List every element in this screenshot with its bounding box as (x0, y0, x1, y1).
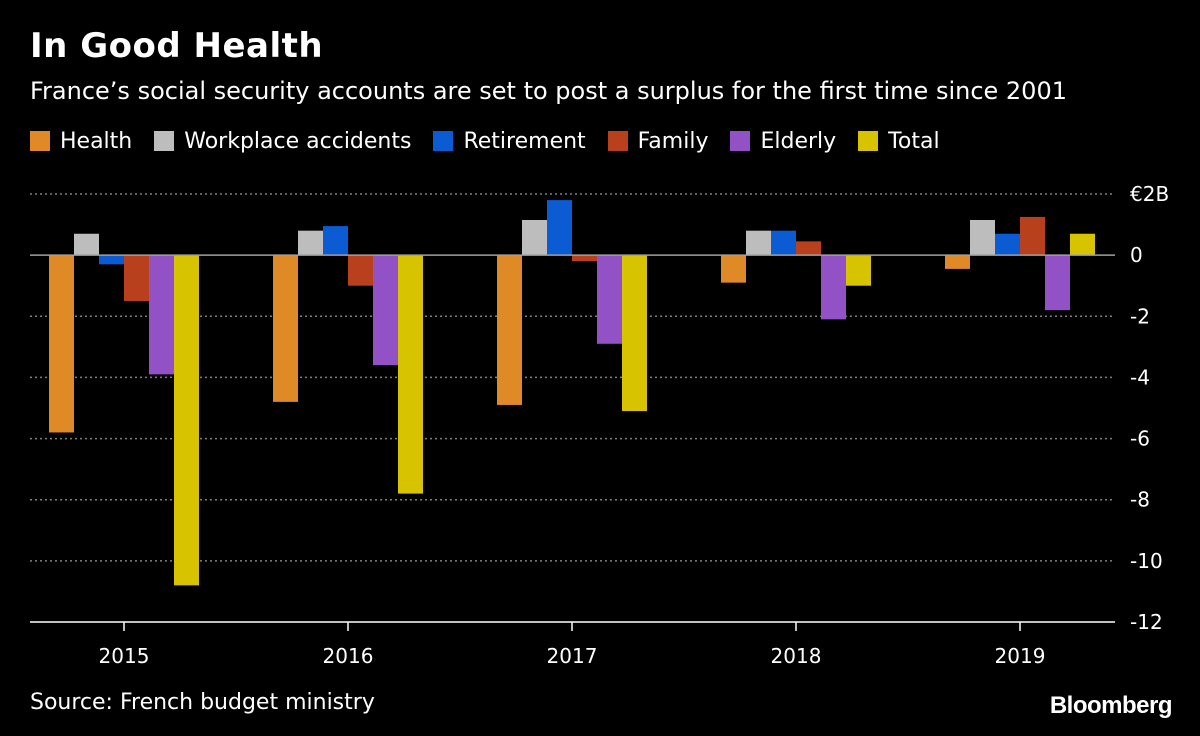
y-tick-label: -8 (1130, 488, 1150, 512)
y-tick-label: €2B (1130, 182, 1169, 206)
bar-retirement-2018 (771, 230, 796, 256)
bar-total-2019 (1070, 233, 1095, 256)
bar-retirement-2016 (323, 226, 348, 256)
source-note: Source: French budget ministry (30, 690, 375, 715)
bar-health-2016 (273, 255, 298, 402)
bar-family-2018 (796, 241, 821, 256)
bar-total-2017 (622, 255, 647, 412)
legend-label: Family (637, 128, 709, 154)
legend-label: Retirement (463, 128, 586, 154)
legend-label: Total (888, 128, 940, 154)
y-tick-label: 0 (1130, 243, 1143, 267)
y-tick-label: -2 (1130, 304, 1150, 328)
legend-swatch (730, 131, 751, 151)
bar-retirement-2015 (99, 255, 124, 265)
bar-workplace-accidents-2015 (74, 233, 99, 256)
bar-elderly-2019 (1045, 255, 1070, 311)
bar-family-2019 (1020, 216, 1045, 256)
y-tick-label: -12 (1130, 610, 1163, 634)
bar-retirement-2019 (995, 233, 1020, 256)
bar-elderly-2016 (373, 255, 398, 366)
x-tick-label: 2018 (771, 644, 822, 668)
bar-family-2016 (348, 255, 373, 286)
bar-retirement-2017 (547, 200, 572, 256)
bar-family-2017 (572, 255, 597, 262)
bar-total-2016 (398, 255, 423, 494)
bar-total-2018 (846, 255, 871, 286)
bar-health-2017 (497, 255, 522, 405)
bar-total-2015 (174, 255, 199, 586)
bar-health-2018 (721, 255, 746, 283)
legend-item-retirement: Retirement (433, 128, 586, 154)
legend-label: Elderly (760, 128, 837, 154)
legend-swatch (607, 131, 628, 151)
legend-item-family: Family (607, 128, 709, 154)
bar-elderly-2015 (149, 255, 174, 375)
bar-family-2015 (124, 255, 149, 301)
legend-swatch (30, 131, 50, 151)
bar-workplace-accidents-2017 (522, 219, 547, 256)
bar-workplace-accidents-2019 (970, 219, 995, 256)
x-tick-label: 2019 (995, 644, 1046, 668)
legend-item-total: Total (858, 128, 940, 154)
x-tick-label: 2015 (99, 644, 150, 668)
bloomberg-logo: Bloomberg (1049, 692, 1173, 719)
legend-label: Health (60, 128, 133, 154)
bar-workplace-accidents-2016 (298, 230, 323, 256)
legend-item-elderly: Elderly (730, 129, 836, 154)
bar-health-2015 (49, 255, 74, 433)
bar-health-2019 (945, 255, 970, 269)
y-tick-label: -4 (1130, 365, 1150, 389)
chart-title: In Good Health (30, 26, 324, 66)
y-tick-label: -10 (1130, 549, 1163, 573)
x-tick-label: 2017 (547, 644, 598, 668)
legend-label: Workplace accidents (184, 128, 412, 154)
y-tick-label: -6 (1130, 427, 1150, 451)
x-tick-label: 2016 (323, 644, 374, 668)
chart-subtitle: France’s social security accounts are se… (30, 77, 1067, 105)
bar-elderly-2017 (597, 255, 622, 344)
legend-item-workplace-accidents: Workplace accidents (154, 129, 411, 154)
legend-swatch (858, 131, 879, 151)
legend-swatch (154, 131, 175, 151)
bar-workplace-accidents-2018 (746, 230, 771, 256)
legend-swatch (433, 131, 454, 151)
legend-item-health: Health (30, 129, 132, 154)
bar-elderly-2018 (821, 255, 846, 320)
legend: Health Workplace accidents Retirement Famil… (30, 126, 962, 156)
